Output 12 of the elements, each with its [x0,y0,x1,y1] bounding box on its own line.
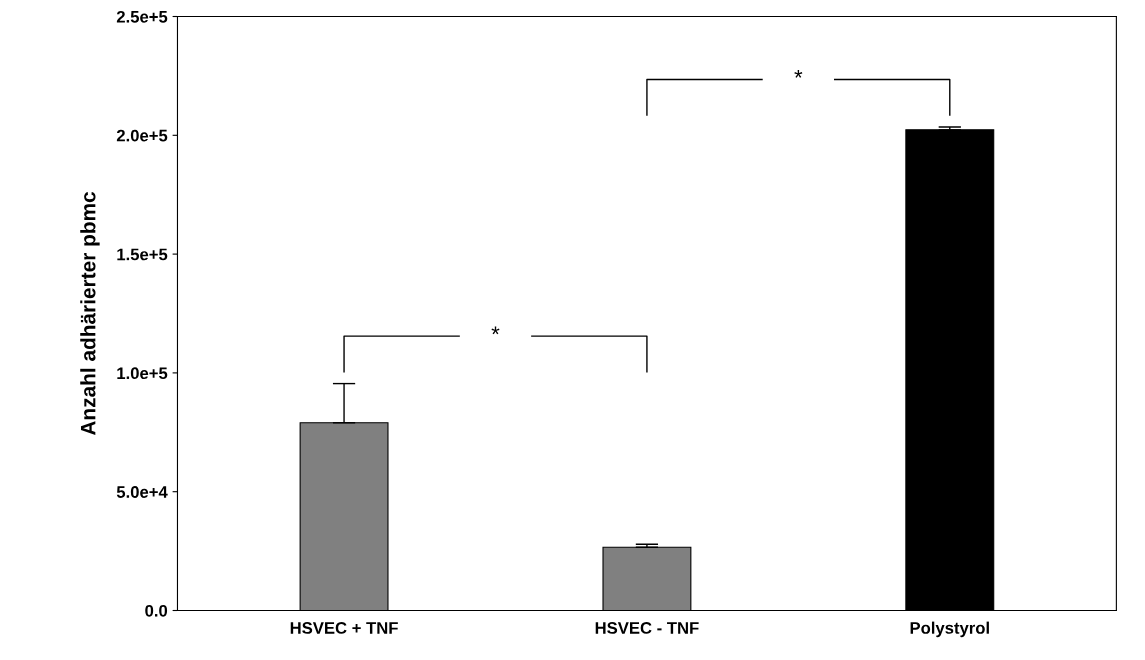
y-tick-label: 2.5e+5 [116,10,168,23]
y-tick-label: 1.5e+5 [117,248,168,261]
x-tick-label: Polystyrol [910,621,989,638]
annotation: * [794,69,803,78]
y-tick-label: 2.0e+5 [116,129,168,142]
x-tick-label: HSVEC + TNF [290,622,398,634]
annotation: * [491,326,500,335]
x-tick-label: HSVEC - TNF [595,622,699,634]
y-tick-label: 1.0e+5 [117,367,168,380]
y-tick-label: 0.0 [145,604,168,617]
y-axis-title: Anzahl adhärierter pbmc [80,191,100,436]
y-tick-label: 5.0e+4 [116,486,168,498]
